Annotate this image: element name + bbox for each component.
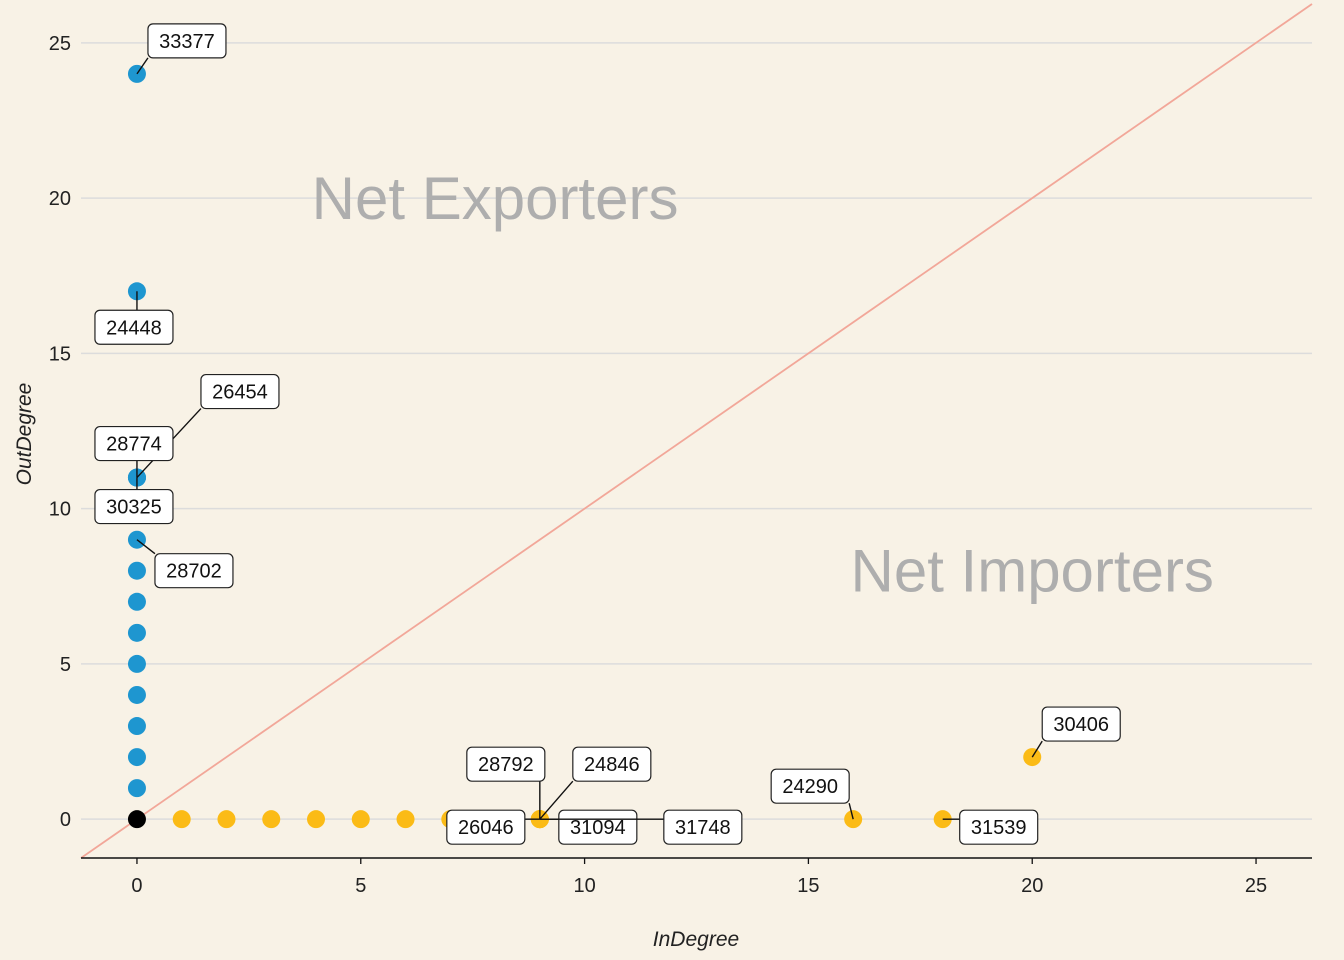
label-box-24448 (94, 309, 174, 345)
label-text-24846: 24846 (584, 754, 640, 776)
label-text-26046: 26046 (458, 817, 514, 839)
label-box-24846 (572, 746, 652, 782)
region-labels: Net Exporters Net Importers (312, 165, 1214, 605)
point-label-28702: 28702 (136, 539, 234, 589)
label-connector-33377 (136, 57, 149, 75)
label-box-26454 (200, 373, 280, 410)
point-label-26046: 26046 (446, 809, 540, 845)
region-label-net-importers: Net Importers (851, 538, 1214, 605)
point-s0-13 (127, 779, 146, 798)
label-box-30325 (94, 488, 174, 525)
y-tick-label-0: 0 (60, 809, 71, 831)
point-label-28774: 28774 (94, 425, 174, 478)
point-label-31539: 31539 (942, 809, 1039, 845)
label-text-33377: 33377 (159, 31, 215, 53)
y-axis-title: OutDegree (13, 383, 36, 486)
point-s1-0 (172, 810, 191, 829)
label-connector-24290 (848, 803, 854, 820)
label-box-28792 (466, 746, 546, 782)
point-s0-9 (127, 654, 146, 673)
y-tick-label-10: 10 (49, 499, 71, 521)
x-tick-label-0: 0 (131, 875, 142, 897)
point-label-30406: 30406 (1031, 706, 1121, 758)
y-tick-label-5: 5 (60, 654, 71, 676)
x-tick-label-10: 10 (573, 875, 595, 897)
label-box-26046 (446, 809, 526, 845)
label-connector-24846 (539, 780, 574, 820)
point-label-33377: 33377 (136, 23, 227, 75)
point-s0-7 (127, 592, 146, 611)
point-label-26454: 26454 (136, 373, 280, 479)
identity-reference-line (80, 3, 1313, 859)
x-tick-label-15: 15 (797, 875, 819, 897)
point-s1-3 (307, 810, 326, 829)
point-s1-1 (217, 810, 236, 829)
label-text-31094: 31094 (570, 817, 626, 839)
point-label-31748: 31748 (539, 809, 743, 845)
point-s0-8 (127, 623, 146, 642)
label-box-31539 (959, 809, 1039, 845)
label-box-30406 (1041, 706, 1121, 742)
y-tick-label-25: 25 (49, 33, 71, 55)
point-labels: 33377 24448 26454 28774 30325 28702 28792 26046… (94, 23, 1121, 845)
y-tick-label-20: 20 (49, 188, 71, 210)
point-s0-6 (127, 561, 146, 580)
label-text-30406: 30406 (1053, 714, 1109, 736)
label-text-30325: 30325 (106, 497, 162, 519)
label-text-31748: 31748 (675, 817, 731, 839)
point-label-24448: 24448 (94, 291, 174, 345)
reference-line-group (80, 3, 1313, 859)
point-s1-5 (396, 810, 415, 829)
label-text-28702: 28702 (166, 561, 222, 583)
x-axis-title: InDegree (653, 928, 739, 951)
point-s0-10 (127, 685, 146, 704)
label-text-26454: 26454 (212, 382, 268, 404)
label-text-31539: 31539 (971, 817, 1027, 839)
point-s0-11 (127, 717, 146, 736)
label-text-28774: 28774 (106, 434, 162, 456)
label-box-28702 (154, 553, 234, 589)
point-s2-0 (127, 810, 146, 829)
x-tick-label-25: 25 (1245, 875, 1267, 897)
y-tick-label-15: 15 (49, 343, 71, 365)
point-label-30325: 30325 (94, 477, 174, 525)
label-text-28792: 28792 (478, 754, 534, 776)
label-connector-28702 (136, 539, 156, 555)
label-connector-30406 (1031, 740, 1043, 758)
label-box-33377 (147, 23, 227, 59)
label-box-28774 (94, 425, 174, 462)
point-label-24846: 24846 (539, 746, 652, 820)
axes: 0 5 10 15 20 25 0 5 10 15 20 25 (49, 33, 1312, 897)
label-box-24290 (770, 768, 850, 804)
point-label-24290: 24290 (770, 768, 854, 820)
point-label-28792: 28792 (466, 746, 546, 820)
region-label-net-exporters: Net Exporters (312, 165, 679, 232)
x-tick-label-5: 5 (355, 875, 366, 897)
gridlines (81, 42, 1312, 820)
point-s0-12 (127, 748, 146, 767)
label-box-31748 (663, 809, 743, 845)
label-text-24448: 24448 (106, 317, 162, 339)
label-text-24290: 24290 (782, 776, 838, 798)
x-tick-label-20: 20 (1021, 875, 1043, 897)
point-s1-2 (262, 810, 281, 829)
point-s1-4 (351, 810, 370, 829)
